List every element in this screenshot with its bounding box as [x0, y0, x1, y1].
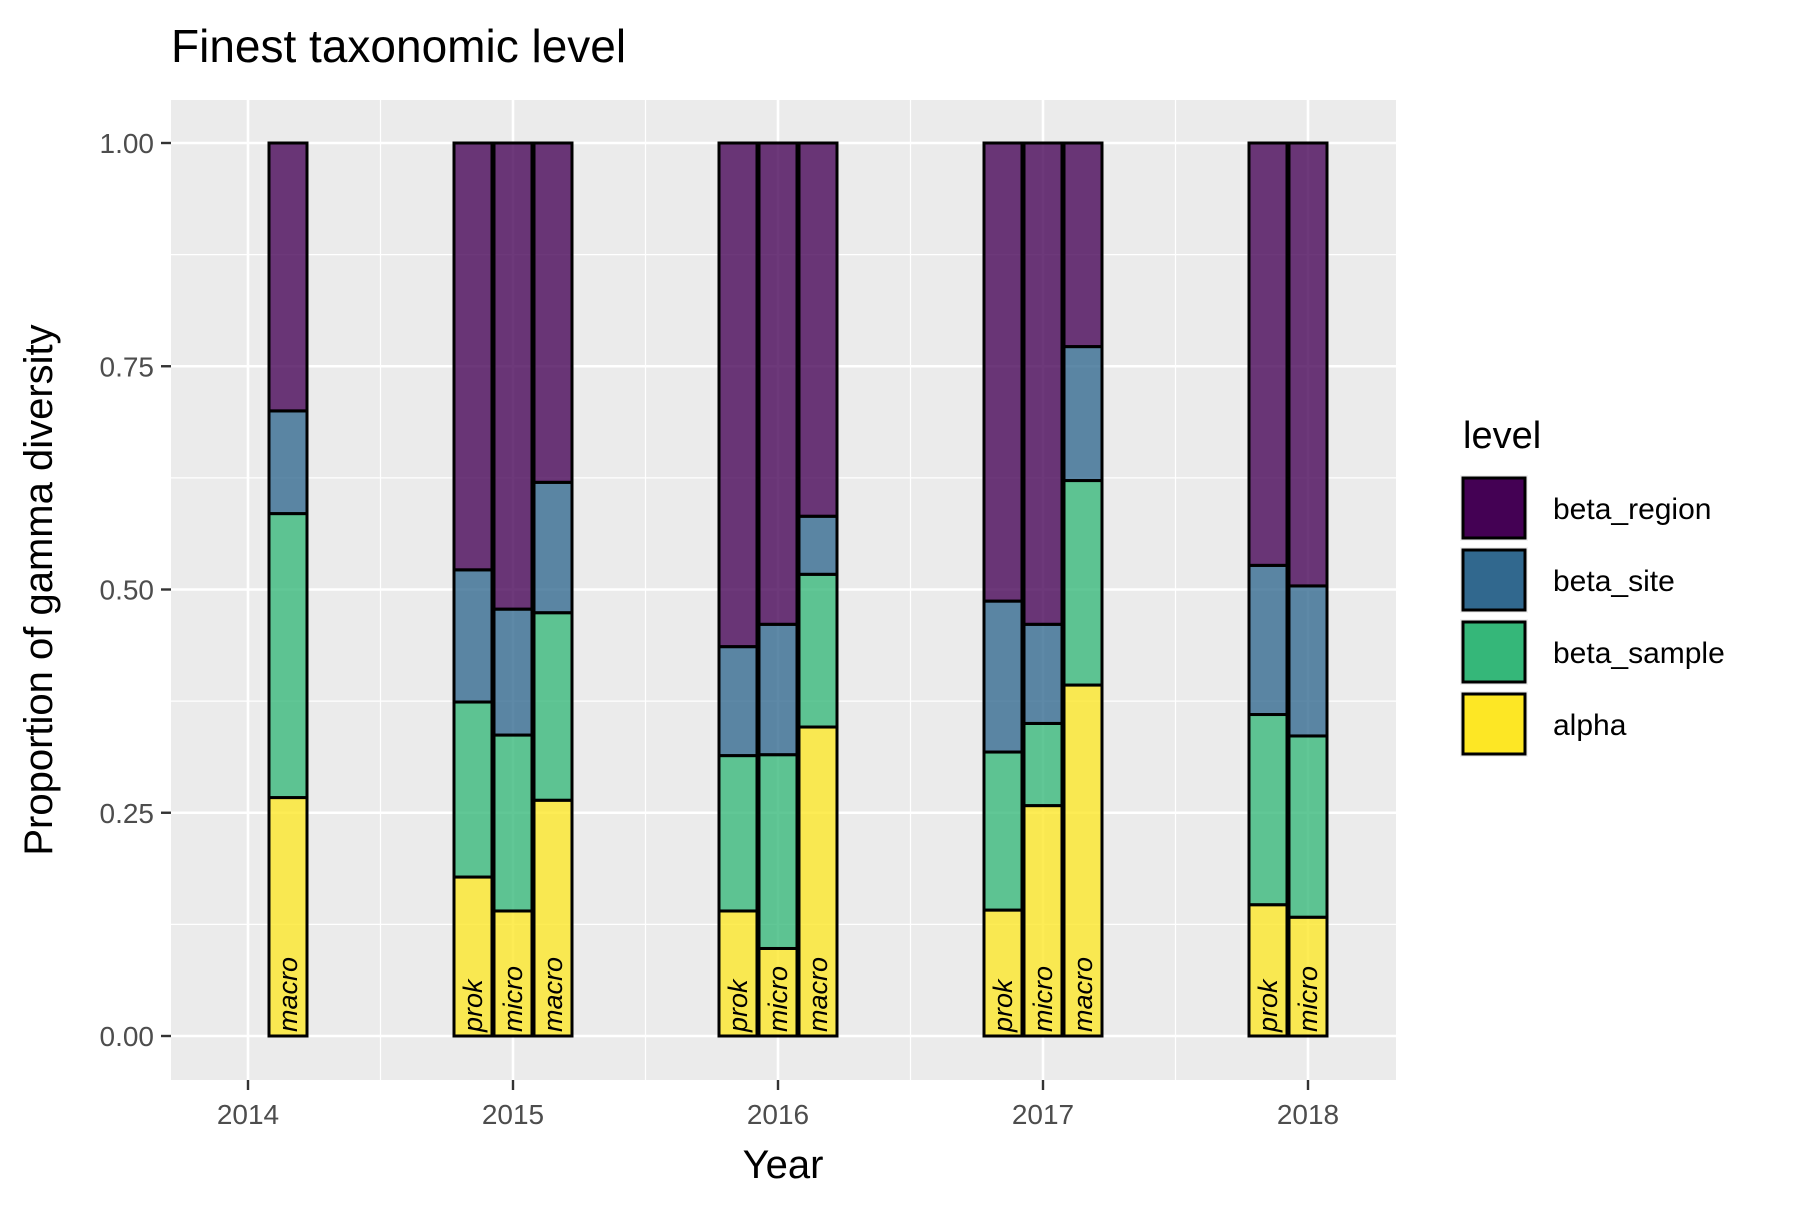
bar-segment-beta-site: [982, 599, 1024, 754]
bar-segment-alpha: [717, 909, 759, 1038]
bar-segment-beta-region: [532, 141, 574, 484]
y-axis: 0.00 0.25 0.50 0.75 1.00: [100, 128, 171, 1052]
bar-segment-beta-site: [1287, 584, 1329, 738]
bar-segment-alpha: [532, 798, 574, 1038]
x-tick-label: 2014: [217, 1099, 279, 1130]
y-tick-label: 0.00: [100, 1021, 155, 1052]
bar-segment-beta-sample: [1022, 721, 1064, 808]
bar-segment-beta-site: [267, 409, 309, 516]
x-tick-label: 2016: [747, 1099, 809, 1130]
bar-label-prok: prok: [1253, 978, 1283, 1033]
bar-segment-alpha: [1062, 683, 1104, 1038]
bar-label-prok: prok: [723, 978, 753, 1033]
bar-segment-beta-region: [1022, 141, 1064, 626]
legend-label: beta_sample: [1553, 637, 1725, 670]
bar-segment-beta-sample: [797, 572, 839, 729]
bar-segment-beta-region: [452, 141, 494, 572]
bar-segment-beta-site: [1247, 563, 1289, 717]
bar-label-prok: prok: [988, 978, 1018, 1033]
bar-segment-alpha: [757, 946, 799, 1038]
legend-label: beta_site: [1553, 565, 1675, 598]
bar-segment-beta-sample: [1247, 713, 1289, 907]
legend-swatch-beta-sample: [1461, 620, 1527, 684]
bar-label-macro: macro: [538, 957, 568, 1032]
bar-label-micro: micro: [1028, 966, 1058, 1032]
legend-swatch-beta-site: [1461, 548, 1527, 612]
bar-segment-beta-site: [1022, 622, 1064, 725]
bar-label-macro: macro: [273, 957, 303, 1032]
x-axis: 2014 2015 2016 2017 2018: [217, 1080, 1339, 1130]
legend: level beta_region beta_site beta_samplealp…: [1460, 415, 1725, 757]
bar-segment-beta-region: [797, 141, 839, 518]
bar-segment-beta-region: [1247, 141, 1289, 567]
bar-segment-beta-site: [532, 480, 574, 615]
bar-segment-beta-site: [757, 622, 799, 757]
y-tick-label: 0.50: [100, 575, 155, 606]
bar-segment-alpha: [797, 725, 839, 1038]
legend-swatch-beta-region: [1461, 476, 1527, 540]
bar-segment-beta-sample: [452, 700, 494, 879]
bar-label-micro: micro: [498, 966, 528, 1032]
bar-segment-beta-sample: [267, 512, 309, 800]
y-tick-label: 1.00: [100, 128, 155, 159]
x-tick-label: 2015: [482, 1099, 544, 1130]
bar-label-micro: micro: [763, 966, 793, 1032]
bar-segment-beta-region: [1062, 141, 1104, 349]
legend-title: level: [1463, 415, 1541, 457]
bar-segment-beta-site: [717, 645, 759, 758]
bar-segment-beta-region: [267, 141, 309, 413]
bar-segment-alpha: [1287, 915, 1329, 1038]
bar-segment-beta-sample: [532, 611, 574, 802]
bar-segment-beta-sample: [1062, 479, 1104, 687]
x-tick-label: 2017: [1012, 1099, 1074, 1130]
legend-label: alpha: [1553, 709, 1627, 742]
bar-segment-beta-sample: [717, 754, 759, 913]
bar-label-macro: macro: [1068, 957, 1098, 1032]
bar-label-micro: micro: [1293, 966, 1323, 1032]
bar-segment-beta-region: [757, 141, 799, 626]
legend-swatch-alpha: [1461, 692, 1527, 756]
bar-segment-beta-sample: [1287, 734, 1329, 919]
bar-segment-beta-sample: [757, 753, 799, 950]
bar-segment-beta-site: [1062, 345, 1104, 483]
bar-segment-beta-site: [492, 607, 534, 737]
bar-segment-beta-sample: [982, 750, 1024, 912]
bar-label-prok: prok: [458, 978, 488, 1033]
bars: macro prok micro macro prok micro macro prok mic…: [267, 141, 1329, 1038]
bar-segment-beta-region: [717, 141, 759, 649]
bar-segment-beta-region: [982, 141, 1024, 603]
legend-label: beta_region: [1553, 493, 1711, 526]
bar-segment-beta-site: [452, 568, 494, 704]
bar-segment-beta-site: [797, 514, 839, 576]
y-axis-title: Proportion of gamma diversity: [17, 324, 61, 855]
bar-label-macro: macro: [803, 957, 833, 1032]
x-axis-title: Year: [743, 1143, 824, 1187]
y-tick-label: 0.75: [100, 351, 155, 382]
x-tick-label: 2018: [1277, 1099, 1339, 1130]
bar-segment-beta-region: [1287, 141, 1329, 588]
y-tick-label: 0.25: [100, 798, 155, 829]
bar-segment-beta-region: [492, 141, 534, 611]
chart-title: Finest taxonomic level: [171, 20, 626, 72]
bar-segment-beta-sample: [492, 733, 534, 913]
